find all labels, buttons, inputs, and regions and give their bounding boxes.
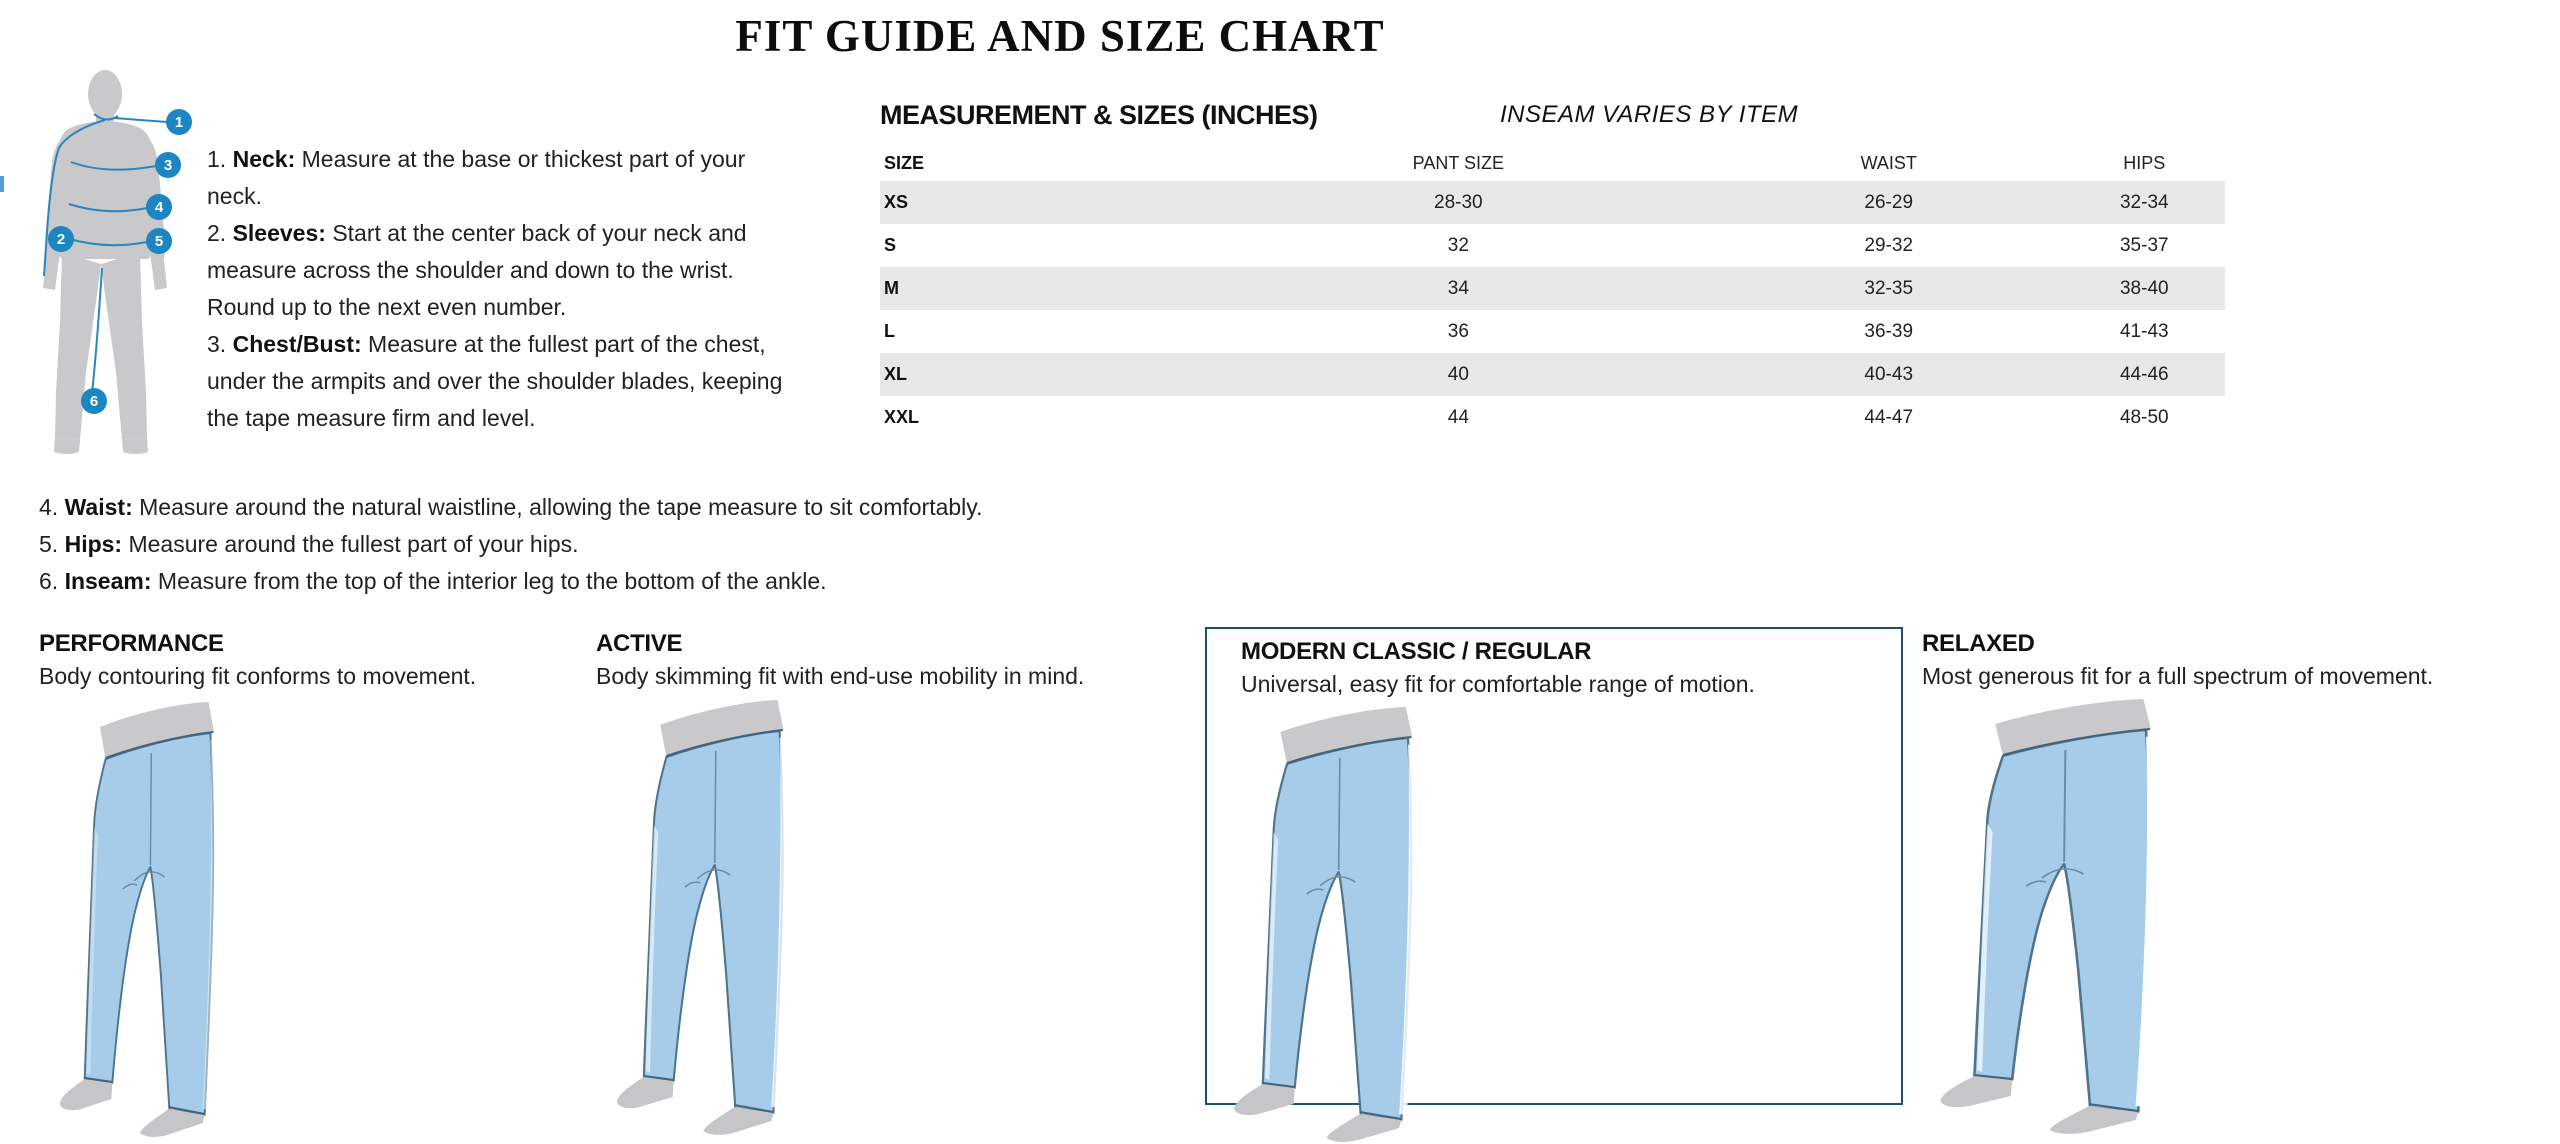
badge-3: 3 xyxy=(155,152,181,178)
pants-illustration-modern-classic xyxy=(1232,700,1442,1144)
col-header-hips: HIPS xyxy=(2123,152,2166,173)
instruction-item: 2. Sleeves: Start at the center back of … xyxy=(207,220,747,320)
svg-text:4: 4 xyxy=(155,199,164,216)
instruction-item: 4. Waist: Measure around the natural wai… xyxy=(39,494,983,520)
body-silhouette xyxy=(43,70,167,454)
size-table-title: MEASUREMENT & SIZES (INCHES) xyxy=(880,100,1318,130)
instruction-item: 5. Hips: Measure around the fullest part… xyxy=(39,531,579,557)
svg-text:2: 2 xyxy=(57,231,65,248)
svg-text:3: 3 xyxy=(164,157,172,174)
fit-desc-relaxed: Most generous fit for a full spectrum of… xyxy=(1922,663,2434,689)
badge-5: 5 xyxy=(146,228,172,254)
col-header-size: SIZE xyxy=(884,152,925,173)
svg-text:6: 6 xyxy=(90,393,98,410)
measurement-lines xyxy=(43,113,168,393)
measure-instructions-1-3: 1. Neck: Measure at the base or thickest… xyxy=(207,141,792,437)
table-row: L 36 36-39 41-43 xyxy=(884,320,2169,342)
fit-name-modern-classic: MODERN CLASSIC / REGULAR xyxy=(1241,638,1592,665)
size-table-header-row: SIZE PANT SIZE WAIST HIPS xyxy=(880,145,2225,181)
fit-desc-performance: Body contouring fit conforms to movement… xyxy=(39,663,477,689)
pants-illustration-active xyxy=(615,693,825,1138)
fit-name-relaxed: RELAXED xyxy=(1922,630,2035,657)
table-row: S 32 29-32 35-37 xyxy=(884,234,2169,256)
fit-desc-active: Body skimming fit with end-use mobility … xyxy=(596,663,1085,689)
left-edge-mark xyxy=(0,176,4,192)
table-row: XL 40 40-43 44-46 xyxy=(880,353,2225,396)
size-table: SIZE PANT SIZE WAIST HIPS XS 28-30 26-29… xyxy=(880,145,2225,439)
table-row: M 34 32-35 38-40 xyxy=(880,267,2225,310)
badge-1: 1 xyxy=(166,109,192,135)
svg-text:1: 1 xyxy=(175,114,183,131)
table-row: XXL 44 44-47 48-50 xyxy=(884,406,2169,428)
fit-desc-modern-classic: Universal, easy fit for comfortable rang… xyxy=(1241,671,1755,697)
body-measurement-diagram: 1 3 4 5 2 6 xyxy=(10,62,225,457)
table-row: XS 28-30 26-29 32-34 xyxy=(880,181,2225,224)
svg-text:5: 5 xyxy=(155,233,163,250)
page-title: FIT GUIDE AND SIZE CHART xyxy=(735,11,1385,61)
badge-4: 4 xyxy=(146,194,172,220)
fit-name-performance: PERFORMANCE xyxy=(39,630,224,657)
instruction-item: 3. Chest/Bust: Measure at the fullest pa… xyxy=(207,331,783,431)
inseam-note: INSEAM VARIES BY ITEM xyxy=(1500,101,1799,128)
fit-name-active: ACTIVE xyxy=(596,630,683,657)
badge-2: 2 xyxy=(48,226,74,252)
instruction-item: 6. Inseam: Measure from the top of the i… xyxy=(39,568,827,594)
pants-illustration-performance xyxy=(58,695,268,1140)
instruction-item: 1. Neck: Measure at the base or thickest… xyxy=(207,146,746,209)
pants-illustration-relaxed xyxy=(1938,692,2154,1137)
measure-point-badges: 1 3 4 5 2 6 xyxy=(48,109,192,414)
col-header-waist: WAIST xyxy=(1860,152,1917,173)
badge-6: 6 xyxy=(81,388,107,414)
col-header-pant-size: PANT SIZE xyxy=(1412,152,1505,173)
measure-instructions-4-6: 4. Waist: Measure around the natural wai… xyxy=(39,489,1439,600)
